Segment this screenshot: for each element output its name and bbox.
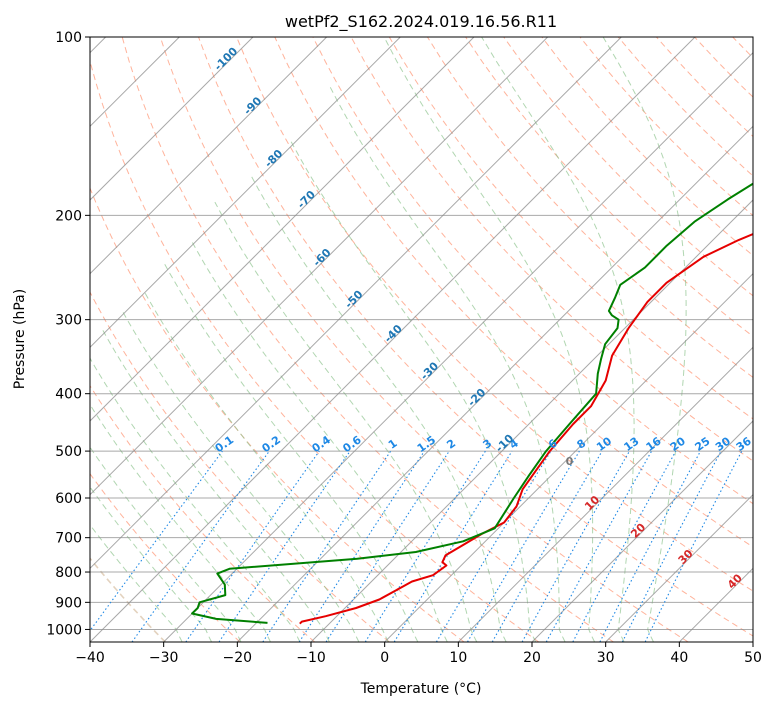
- isotherm-line: [457, 346, 753, 642]
- y-tick-label: 100: [55, 30, 82, 46]
- dry-adiabat-line: [90, 59, 540, 642]
- isotherm-line: [384, 272, 753, 642]
- mixing-ratio-line: [185, 450, 320, 642]
- y-tick-label: 200: [55, 208, 82, 224]
- moist-adiabat-line: [90, 524, 183, 642]
- x-tick-label: 30: [597, 650, 615, 666]
- dry-adiabat-line: [121, 37, 614, 642]
- isotherm-line: [605, 493, 753, 642]
- moist-adiabat-line: [144, 292, 389, 642]
- y-axis: 100 200 300 400 500 600 700 800 900 1000: [46, 30, 90, 638]
- moist-adiabat-line: [214, 201, 478, 642]
- x-axis-title: Temperature (°C): [360, 681, 482, 697]
- temperature-profile-line: [299, 232, 753, 625]
- moist-adiabat-line: [383, 37, 596, 642]
- dry-adiabat-line: [159, 37, 689, 642]
- mixing-ratio-line: [572, 450, 677, 642]
- x-tick-label: −10: [296, 650, 326, 666]
- y-tick-label: 800: [55, 565, 82, 581]
- mixing-ratio-line: [131, 450, 270, 642]
- mixing-ratio-line: [644, 450, 743, 642]
- dry-adiabat-line: [90, 291, 390, 642]
- dry-adiabat-line: [503, 37, 753, 297]
- moist-adiabat-line: [602, 37, 687, 642]
- dewpoint-profile-line: [191, 182, 753, 624]
- mixing-ratio-line: [393, 450, 513, 642]
- isotherm-line: [90, 37, 475, 422]
- dry-adiabat-line: [90, 472, 241, 642]
- dry-adiabat-line: [236, 37, 753, 592]
- y-tick-label: 900: [55, 595, 82, 611]
- plot-frame: [89, 36, 754, 643]
- mixing-ratio-lines: [90, 450, 743, 642]
- isotherms: [90, 37, 753, 642]
- dry-adiabat-line: [90, 384, 316, 642]
- isotherm-line: [90, 37, 549, 496]
- isotherm-line: [90, 37, 696, 642]
- mixing-ratio-line: [325, 450, 450, 642]
- moist-adiabat-line: [90, 446, 242, 642]
- isotherm-line: [531, 420, 753, 642]
- mixing-ratio-line: [545, 450, 653, 642]
- chart-title: wetPf2_S162.2024.019.16.56.R11: [285, 12, 557, 32]
- dry-adiabat-line: [350, 37, 753, 462]
- x-tick-label: 0: [380, 650, 389, 666]
- dry-adiabat-line: [426, 37, 753, 378]
- y-tick-label: 400: [55, 387, 82, 403]
- y-tick-label: 1000: [46, 622, 82, 638]
- dry-adiabat-line: [465, 37, 753, 338]
- moist-adiabat-line: [90, 403, 271, 642]
- mixing-ratio-label: 36: [734, 434, 754, 454]
- mixing-ratio-line: [90, 450, 223, 632]
- isotherm-line: [90, 37, 622, 570]
- mixing-ratio-line: [218, 450, 351, 642]
- x-tick-label: 20: [523, 650, 541, 666]
- isotherm-line: [310, 199, 753, 642]
- dry-adiabat-line: [312, 37, 753, 505]
- y-tick-label: 700: [55, 531, 82, 547]
- profile-series: [191, 182, 753, 625]
- isotherm-line: [163, 51, 753, 642]
- y-tick-label: 300: [55, 313, 82, 329]
- x-axis: −40 −30 −20 −10 0 10 20 30 40 50: [75, 642, 762, 666]
- isotherm-line: [236, 125, 753, 642]
- mixing-ratio-line: [521, 450, 630, 642]
- dry-adiabat-line: [274, 37, 753, 548]
- x-tick-label: 50: [744, 650, 762, 666]
- moist-adiabat-line: [163, 262, 419, 642]
- x-tick-label: 10: [449, 650, 467, 666]
- moist-adiabat-line: [121, 310, 360, 642]
- dry-adiabat-line: [388, 37, 753, 420]
- y-tick-label: 500: [55, 444, 82, 460]
- dry-adiabat-line: [90, 186, 465, 642]
- moist-adiabat-line: [481, 37, 635, 642]
- x-tick-label: 40: [670, 650, 688, 666]
- isotherm-line: [90, 37, 328, 275]
- x-tick-label: −40: [75, 650, 105, 666]
- moist-adiabat-line: [90, 357, 301, 642]
- moist-adiabat-line: [328, 83, 566, 642]
- y-tick-label: 600: [55, 491, 82, 507]
- isotherm-line: [90, 37, 254, 201]
- mixing-ratio-line: [262, 450, 392, 642]
- x-tick-label: −20: [223, 650, 253, 666]
- moist-adiabat-line: [249, 173, 507, 642]
- zero-isotherm-label: 0: [566, 455, 574, 468]
- isotherm-line: [90, 37, 401, 349]
- x-tick-label: −30: [149, 650, 179, 666]
- moist-adiabat-line: [190, 239, 448, 642]
- y-axis-title: Pressure (hPa): [12, 289, 28, 389]
